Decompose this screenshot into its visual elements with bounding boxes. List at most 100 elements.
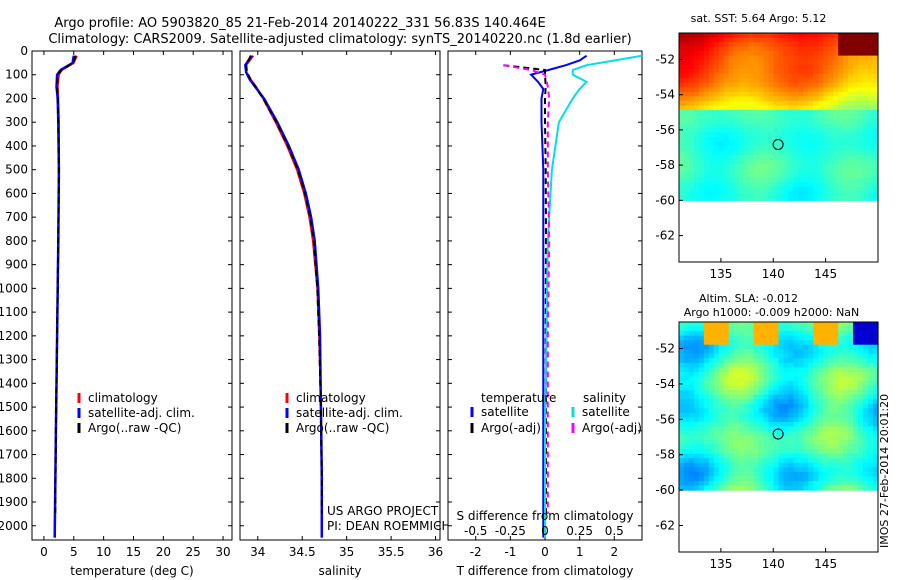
- heatmap-cell: [763, 195, 770, 201]
- heatmap-cell: [698, 69, 705, 75]
- heatmap-cell: [703, 159, 710, 165]
- heatmap-cell: [743, 96, 750, 102]
- heatmap-cell: [803, 123, 809, 129]
- heatmap-cell: [813, 453, 819, 459]
- heatmap-cell: [788, 421, 795, 428]
- heatmap-cell: [858, 33, 864, 39]
- heatmap-cell: [763, 177, 770, 183]
- heatmap-cell: [743, 141, 750, 147]
- heatmap-cell: [703, 444, 710, 450]
- heatmap-cell: [778, 114, 785, 120]
- heatmap-cell: [873, 87, 879, 93]
- heatmap-cell: [803, 421, 809, 428]
- heatmap-cell: [679, 353, 685, 359]
- heatmap-cell: [843, 69, 849, 75]
- heatmap-cell: [793, 322, 799, 328]
- heatmap-cell: [773, 453, 780, 459]
- legend-header-temperature: temperature: [481, 391, 556, 405]
- heatmap-cell: [679, 435, 685, 441]
- heatmap-cell: [768, 96, 775, 102]
- heatmap-cell: [703, 335, 710, 341]
- heatmap-cell: [728, 353, 735, 359]
- heatmap-cell: [843, 182, 849, 188]
- heatmap-cell: [808, 449, 814, 455]
- heatmap-cell: [863, 399, 869, 405]
- heatmap-cell: [813, 177, 819, 183]
- heatmap-cell: [703, 353, 710, 359]
- heatmap-cell: [788, 91, 795, 97]
- heatmap-cell: [838, 195, 844, 201]
- heatmap-cell: [763, 417, 770, 423]
- heatmap-cell: [863, 100, 869, 106]
- heatmap-cell: [853, 390, 859, 396]
- heatmap-cell: [788, 137, 795, 143]
- heatmap-cell: [808, 371, 814, 378]
- heatmap-cell: [828, 177, 834, 183]
- heatmap-cell: [743, 385, 750, 391]
- heatmap-cell: [748, 137, 755, 143]
- heatmap-cell: [763, 137, 770, 143]
- heatmap-cell: [798, 344, 804, 350]
- heatmap-cell: [843, 82, 849, 88]
- heatmap-cell: [748, 105, 755, 111]
- heatmap-cell: [763, 82, 770, 88]
- heatmap-cell: [679, 173, 685, 179]
- heatmap-cell: [838, 164, 844, 170]
- legend-label: satellite: [582, 405, 630, 419]
- heatmap-cell: [833, 381, 839, 387]
- heatmap-cell: [728, 426, 735, 432]
- heatmap-cell: [738, 458, 745, 464]
- heatmap-cell: [823, 381, 829, 387]
- heatmap-cell: [863, 412, 869, 418]
- heatmap-cell: [733, 60, 740, 66]
- heatmap-cell: [718, 326, 725, 332]
- heatmap-cell: [838, 91, 844, 97]
- heatmap-cell: [698, 182, 705, 188]
- heatmap-cell: [688, 421, 695, 428]
- heatmap-cell: [693, 82, 700, 88]
- heatmap-cell: [833, 186, 839, 192]
- heatmap-cell: [873, 440, 879, 446]
- heatmap-cell: [778, 69, 785, 75]
- heatmap-cell: [813, 150, 819, 156]
- heatmap-cell: [698, 367, 705, 373]
- heatmap-cell: [718, 69, 725, 75]
- depth-tick-label: 800: [5, 234, 28, 248]
- heatmap-cell: [763, 349, 770, 355]
- heatmap-cell: [738, 42, 745, 48]
- heatmap-cell: [733, 69, 740, 75]
- heatmap-cell: [733, 141, 740, 147]
- heatmap-cell: [773, 195, 780, 201]
- heatmap-cell: [868, 191, 874, 197]
- heatmap-cell: [788, 394, 795, 400]
- heatmap-cell: [688, 182, 695, 188]
- heatmap-cell: [793, 114, 799, 120]
- heatmap-cell: [763, 326, 770, 332]
- heatmap-cell: [783, 417, 790, 423]
- heatmap-cell: [858, 186, 864, 192]
- heatmap-cell: [808, 55, 814, 61]
- heatmap-cell: [863, 182, 869, 188]
- heatmap-cell: [803, 55, 809, 61]
- heatmap-cell: [753, 358, 760, 364]
- heatmap-cell: [763, 114, 770, 120]
- heatmap-cell: [748, 390, 755, 396]
- heatmap-cell: [808, 91, 814, 97]
- heatmap-cell: [748, 362, 755, 369]
- heatmap-cell: [718, 155, 725, 161]
- heatmap-cell: [693, 471, 700, 478]
- heatmap-cell: [733, 186, 740, 192]
- heatmap-cell: [788, 349, 795, 355]
- heatmap-cell: [828, 60, 834, 66]
- heatmap-cell: [783, 69, 790, 75]
- heatmap-cell: [823, 64, 829, 70]
- heatmap-cell: [788, 42, 795, 48]
- heatmap-cell: [803, 367, 809, 373]
- heatmap-cell: [753, 453, 760, 459]
- heatmap-cell: [863, 335, 869, 341]
- heatmap-cell: [828, 449, 834, 455]
- heatmap-cell: [738, 412, 745, 418]
- heatmap-cell: [728, 394, 735, 400]
- heatmap-cell: [718, 340, 725, 346]
- depth-tick-label: 1700: [0, 448, 28, 462]
